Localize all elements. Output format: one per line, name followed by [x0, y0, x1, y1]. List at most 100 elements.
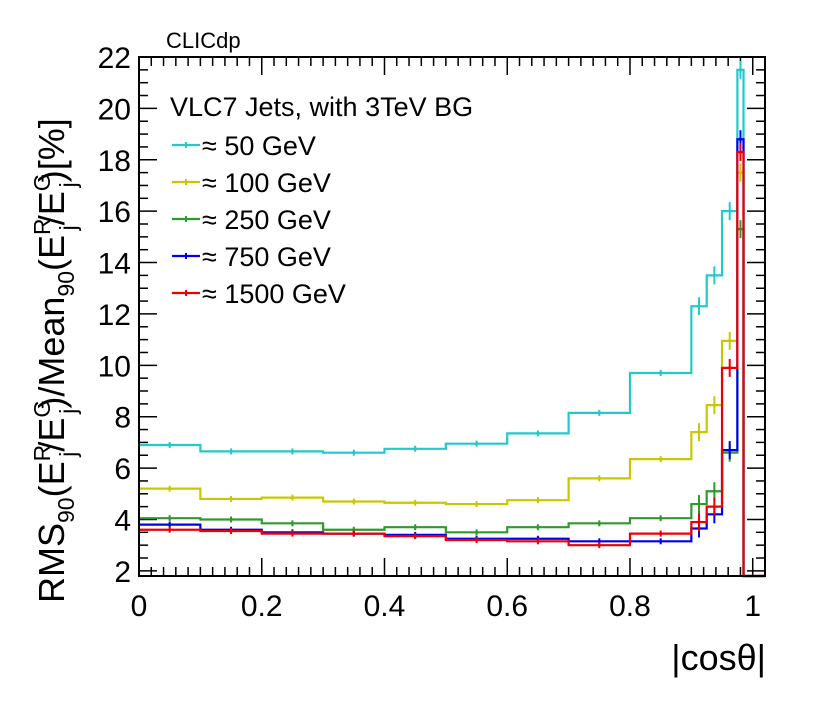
series-line [139, 138, 765, 578]
series-1 [139, 163, 765, 578]
y-tick-label: 22 [98, 42, 131, 75]
legend-entry: ≈ 50 GeV [172, 131, 316, 161]
data-point [352, 451, 356, 455]
data-point [659, 516, 663, 520]
data-point [474, 538, 479, 542]
data-point [697, 304, 701, 308]
data-point [352, 499, 356, 504]
data-point [659, 457, 663, 461]
data-point [597, 476, 601, 480]
legend-label: ≈ 50 GeV [202, 131, 316, 161]
data-point [229, 449, 233, 453]
data-point [413, 447, 417, 451]
data-point [728, 366, 732, 370]
y-tick-label: 14 [98, 248, 131, 281]
legend-entry: ≈ 1500 GeV [172, 279, 346, 309]
data-point [712, 489, 716, 493]
y-tick-label: 6 [114, 453, 131, 486]
data-point [290, 449, 295, 453]
axis-ticks [138, 56, 765, 576]
legend-entry: ≈ 250 GeV [172, 205, 331, 235]
legend-label: ≈ 250 GeV [202, 205, 331, 235]
data-point [697, 430, 701, 434]
data-point [536, 498, 540, 502]
x-axis-title: |cosθ| [671, 637, 766, 678]
y-tick-label: 20 [98, 93, 131, 126]
data-point [659, 532, 663, 536]
data-point [728, 209, 732, 213]
data-point [536, 525, 540, 529]
series-line [139, 150, 765, 578]
series-0 [139, 60, 765, 578]
x-tick-label: 0.8 [609, 590, 651, 623]
data-point [697, 520, 701, 524]
x-tick-label: 0 [131, 590, 148, 623]
data-point [168, 528, 172, 532]
data-point [597, 543, 601, 547]
data-point [697, 502, 701, 506]
data-point [738, 137, 743, 141]
data-point [474, 442, 479, 446]
experiment-label: CLICdp [166, 28, 241, 53]
data-point [413, 501, 417, 505]
data-point [474, 502, 479, 506]
data-point [352, 528, 356, 532]
legend-entries: ≈ 50 GeV ≈ 100 GeV ≈ 250 GeV ≈ 750 GeV ≈ 150… [172, 131, 346, 309]
y-tick-label: 18 [98, 145, 131, 178]
x-tick-label: 1 [744, 590, 761, 623]
data-point [712, 505, 716, 509]
legend-label: ≈ 1500 GeV [202, 279, 346, 309]
data-point [728, 448, 732, 452]
data-point [290, 532, 295, 536]
plot-frame [138, 56, 766, 577]
data-point [290, 521, 295, 525]
y-tick-label: 12 [98, 299, 131, 332]
y-tick-label: 4 [114, 504, 131, 537]
data-point [413, 525, 417, 529]
y-tick-label: 8 [114, 402, 131, 435]
data-point [290, 496, 295, 500]
data-point [597, 411, 601, 415]
data-point [168, 516, 172, 520]
data-point [229, 529, 233, 533]
data-point [168, 443, 172, 447]
data-point [352, 532, 356, 536]
data-point [659, 539, 663, 543]
x-tick-label: 0.6 [486, 590, 528, 623]
data-point [168, 523, 172, 527]
data-point [712, 273, 716, 277]
y-tick-label: 10 [98, 350, 131, 383]
data-point [712, 403, 716, 407]
legend-entry: ≈ 750 GeV [172, 242, 331, 272]
x-tick-label: 0.2 [241, 590, 283, 623]
data-point [738, 227, 743, 231]
series-line [139, 68, 765, 578]
data-point [597, 539, 601, 543]
x-tick-label: 0.4 [364, 590, 406, 623]
legend-label: ≈ 100 GeV [202, 168, 331, 198]
data-point [168, 487, 172, 491]
y-tick-label: 16 [98, 196, 131, 229]
y-tick-label: 2 [114, 556, 131, 589]
data-point [229, 497, 233, 501]
y-axis-title: RMS90(ERj/EGj)/Mean90(ERj/EGj)[%] [29, 118, 81, 603]
data-point [738, 150, 743, 154]
data-point [474, 530, 479, 534]
data-point [738, 68, 743, 72]
series-2 [139, 220, 765, 578]
legend: VLC7 Jets, with 3TeV BG ≈ 50 GeV ≈ 100 Ge… [170, 92, 473, 309]
series-4 [139, 143, 765, 578]
data-point [728, 339, 732, 343]
data-point [413, 534, 417, 538]
legend-entry: ≈ 100 GeV [172, 168, 331, 198]
data-point [229, 517, 233, 522]
data-point [659, 371, 663, 375]
data-point [536, 539, 540, 543]
legend-title: VLC7 Jets, with 3TeV BG [170, 92, 473, 122]
data-point [536, 431, 540, 436]
series-layer [139, 60, 765, 578]
data-point [597, 521, 601, 525]
legend-label: ≈ 750 GeV [202, 242, 331, 272]
